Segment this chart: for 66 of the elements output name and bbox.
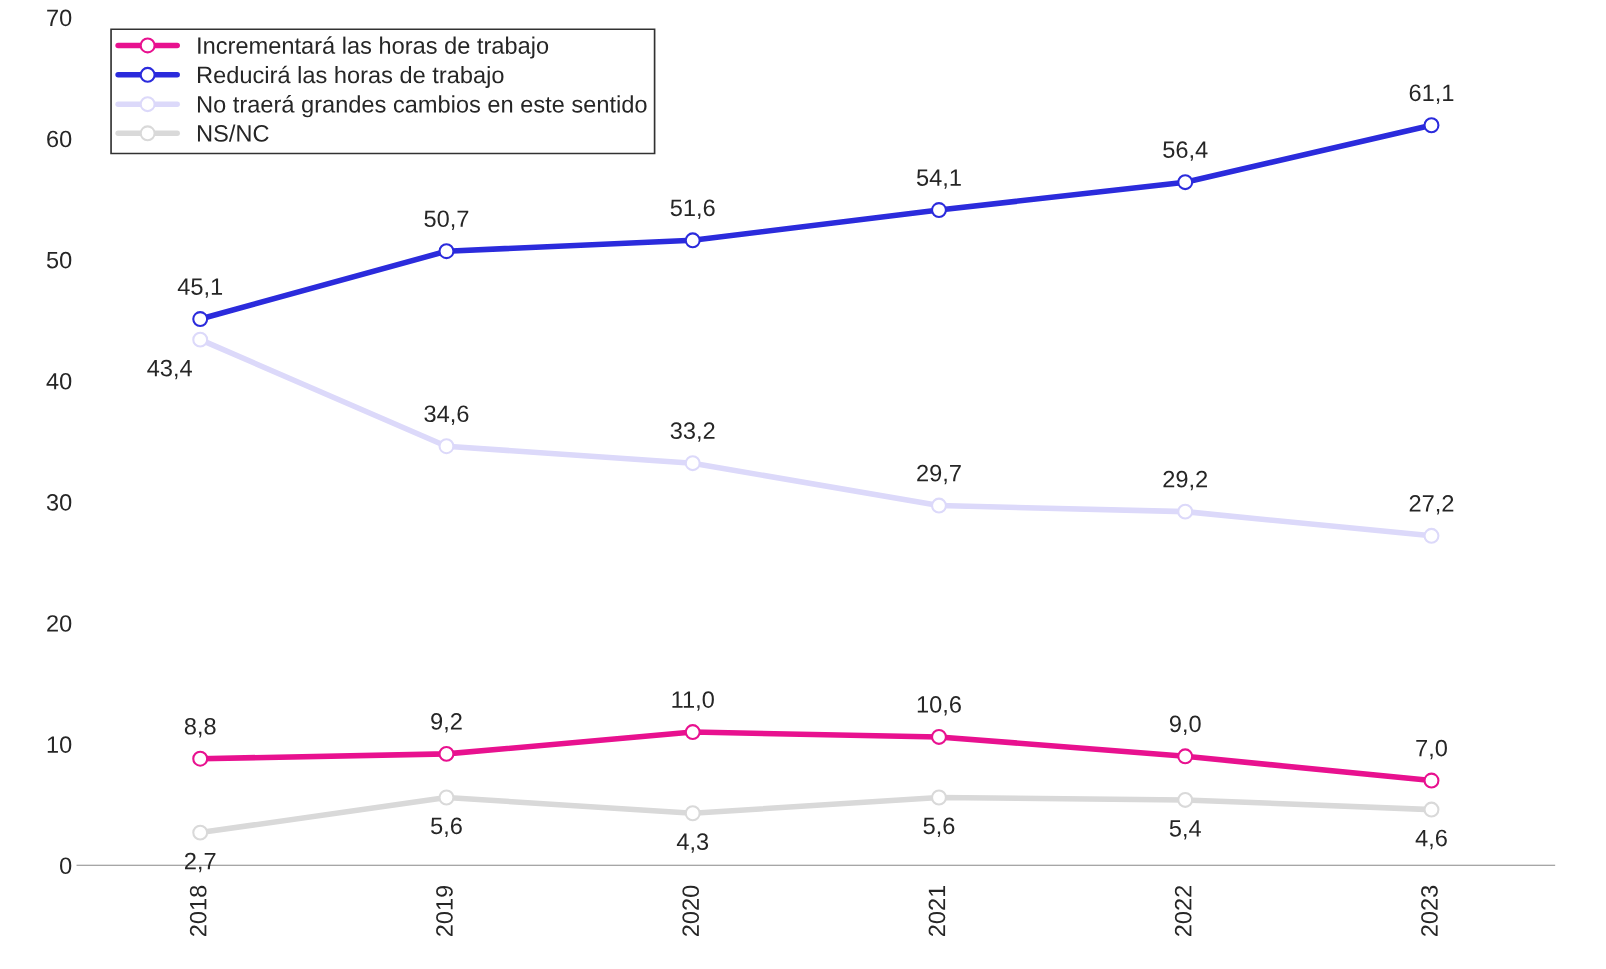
data-label: 4,3: [676, 833, 709, 853]
point: [438, 745, 455, 762]
data-label: 33,2: [670, 422, 715, 442]
point: [1177, 748, 1194, 765]
data-label: 7,0: [1416, 739, 1447, 760]
x-tick-label: 2022: [1174, 885, 1192, 937]
data-label: 56,4: [1163, 141, 1208, 161]
point: [684, 724, 701, 741]
point: [684, 805, 701, 822]
point: [1423, 801, 1440, 818]
y-tick-label: 70: [47, 9, 72, 27]
x-tick-label: 2020: [682, 885, 700, 937]
y-tick-label: 30: [46, 494, 72, 511]
data-label: 5,4: [1169, 820, 1201, 840]
legend-label: Incrementará las horas de trabajo: [198, 36, 549, 59]
x-tick-label: 2021: [928, 885, 946, 937]
point: [192, 311, 209, 328]
x-tick-label: 2018: [189, 885, 207, 937]
point: [930, 202, 947, 219]
y-tick-label: 50: [46, 251, 72, 269]
point: [930, 728, 947, 745]
point: [438, 789, 455, 806]
point: [684, 455, 701, 472]
data-label: 51,6: [670, 199, 715, 219]
data-label: 10,6: [917, 696, 961, 716]
data-label: 4,6: [1415, 829, 1447, 850]
data-label: 9,2: [431, 713, 462, 733]
legend-label: No traerá grandes cambios en este sentido: [197, 95, 647, 118]
data-label: 34,6: [424, 405, 469, 425]
data-label: 54,1: [916, 169, 961, 189]
data-label: 45,1: [177, 278, 223, 298]
point: [1177, 174, 1194, 191]
legend-label: Reducirá las horas de trabajo: [197, 65, 504, 88]
point: [438, 243, 455, 260]
y-tick-label: 10: [47, 736, 72, 753]
data-label: 43,4: [147, 359, 192, 380]
point: [1423, 117, 1440, 134]
data-label: 2,7: [184, 852, 216, 873]
x-tick-label: 2023: [1421, 885, 1438, 937]
data-label: 5,6: [923, 817, 955, 838]
point: [1177, 503, 1194, 520]
y-tick-label: 0: [60, 857, 72, 875]
point: [930, 497, 947, 514]
legend-label: NS/NC: [197, 124, 269, 142]
data-label: 8,8: [184, 717, 216, 738]
x-tick-label: 2019: [436, 885, 453, 937]
point: [684, 232, 701, 249]
point: [1423, 772, 1440, 789]
y-tick-label: 60: [47, 130, 72, 148]
point: [192, 824, 209, 841]
point: [192, 331, 209, 348]
point: [1177, 791, 1194, 808]
data-label: 61,1: [1409, 84, 1454, 104]
point: [438, 438, 455, 455]
data-label: 50,7: [424, 210, 469, 230]
data-label: 11,0: [672, 691, 714, 711]
data-label: 9,0: [1169, 715, 1201, 735]
point: [192, 750, 209, 767]
y-tick-label: 40: [46, 372, 72, 390]
point: [1423, 527, 1440, 544]
point: [930, 789, 947, 806]
data-label: 5,6: [431, 817, 462, 838]
data-label: 27,2: [1409, 495, 1454, 515]
data-label: 29,2: [1163, 470, 1208, 491]
data-label: 29,7: [917, 464, 961, 485]
y-tick-label: 20: [47, 615, 72, 632]
